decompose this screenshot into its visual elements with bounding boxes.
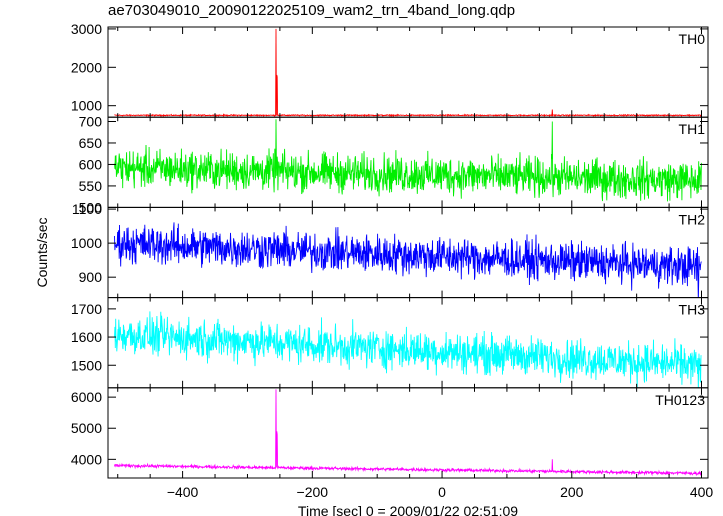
panel-frame-th0123 bbox=[107, 387, 709, 479]
y-axis-label: Counts/sec bbox=[34, 217, 50, 287]
y-tick-label: 2000 bbox=[71, 59, 102, 75]
y-tick-label: 4000 bbox=[71, 451, 102, 467]
series-line-th1 bbox=[114, 119, 702, 202]
y-tick-label: 1500 bbox=[71, 357, 102, 373]
y-tick-label: 1000 bbox=[71, 235, 102, 251]
x-axis-label: Time [sec] 0 = 2009/01/22 02:51:09 bbox=[298, 503, 518, 516]
x-tick-label: 0 bbox=[438, 484, 446, 500]
panel-label-th2: TH2 bbox=[679, 211, 706, 227]
y-tick-label: 550 bbox=[79, 178, 103, 194]
y-tick-label: 700 bbox=[79, 113, 103, 129]
y-tick-label: 6000 bbox=[71, 389, 102, 405]
panel-label-th0123: TH0123 bbox=[655, 392, 705, 408]
series-line-th0 bbox=[114, 28, 702, 118]
x-tick-label: 200 bbox=[560, 484, 584, 500]
series-line-th0123 bbox=[114, 389, 702, 477]
x-tick-label: −200 bbox=[297, 484, 329, 500]
series-line-th3 bbox=[114, 311, 702, 388]
panel-label-th3: TH3 bbox=[679, 302, 706, 318]
y-tick-label: 900 bbox=[79, 269, 103, 285]
x-tick-label: −400 bbox=[167, 484, 199, 500]
y-tick-label: 1600 bbox=[71, 329, 102, 345]
y-tick-label: 1000 bbox=[71, 98, 102, 114]
y-tick-label: 500 bbox=[79, 199, 103, 215]
chart-title: ae703049010_20090122025109_wam2_trn_4ban… bbox=[108, 2, 516, 19]
y-tick-label: 5000 bbox=[71, 420, 102, 436]
y-tick-label: 3000 bbox=[71, 21, 102, 37]
x-tick-label: 400 bbox=[690, 484, 714, 500]
panel-frame-th0 bbox=[107, 26, 709, 118]
y-tick-label: 650 bbox=[79, 135, 103, 151]
y-tick-label: 1100 bbox=[72, 201, 102, 217]
y-tick-label: 600 bbox=[79, 156, 103, 172]
y-tick-label: 1700 bbox=[71, 301, 102, 317]
panel-label-th0: TH0 bbox=[679, 31, 706, 47]
series-line-th2 bbox=[114, 222, 702, 298]
panel-label-th1: TH1 bbox=[679, 121, 706, 137]
